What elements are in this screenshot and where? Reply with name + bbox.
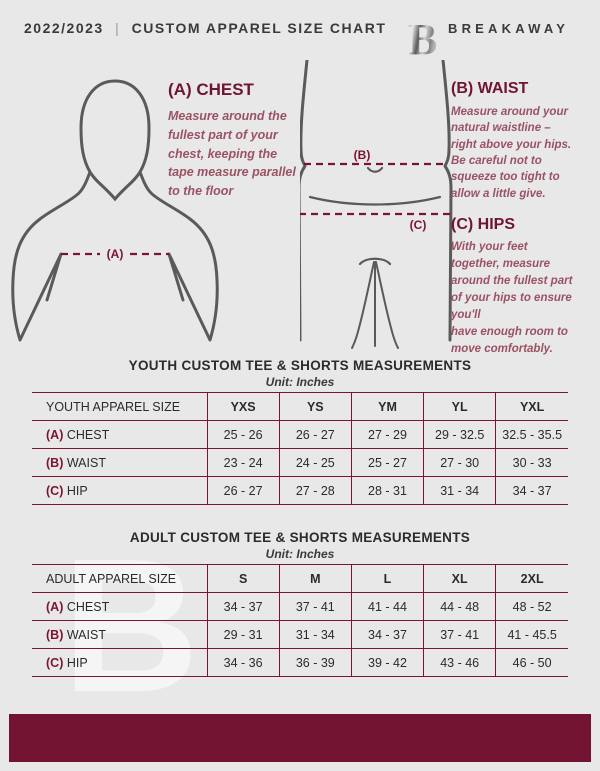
svg-text:(C): (C) xyxy=(410,218,427,232)
svg-text:B: B xyxy=(408,16,437,62)
svg-text:(A): (A) xyxy=(107,247,124,261)
